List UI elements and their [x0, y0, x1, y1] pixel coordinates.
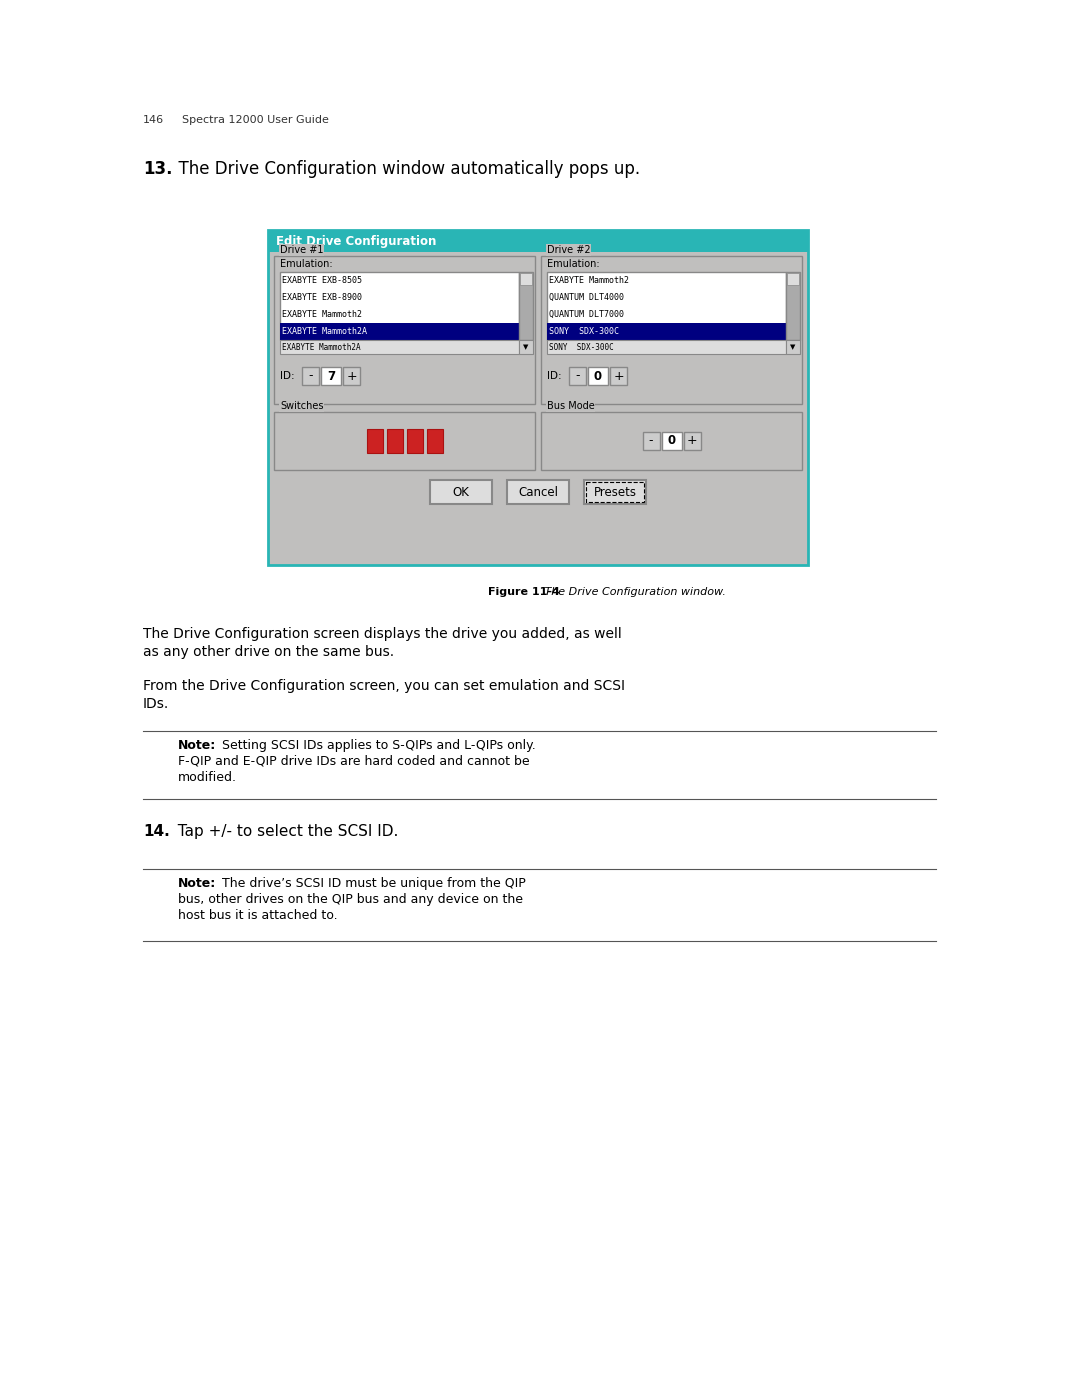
Text: F-QIP and E-QIP drive IDs are hard coded and cannot be: F-QIP and E-QIP drive IDs are hard coded…	[178, 754, 529, 768]
Text: +: +	[347, 369, 356, 383]
Text: The drive’s SCSI ID must be unique from the QIP: The drive’s SCSI ID must be unique from …	[214, 877, 526, 890]
Text: 146: 146	[143, 115, 164, 124]
FancyBboxPatch shape	[268, 231, 808, 564]
Text: Bus Mode: Bus Mode	[546, 401, 595, 411]
Text: bus, other drives on the QIP bus and any device on the: bus, other drives on the QIP bus and any…	[178, 893, 523, 907]
Bar	[406, 429, 422, 453]
Text: ▼: ▼	[791, 344, 796, 351]
Bar	[507, 481, 569, 504]
Bar	[366, 429, 382, 453]
Bar	[546, 323, 786, 339]
Text: Edit Drive Configuration: Edit Drive Configuration	[276, 235, 436, 247]
Bar	[786, 272, 800, 339]
Text: From the Drive Configuration screen, you can set emulation and SCSI: From the Drive Configuration screen, you…	[143, 679, 625, 693]
Text: IDs.: IDs.	[143, 697, 170, 711]
Text: QUANTUM DLT7000: QUANTUM DLT7000	[549, 310, 624, 319]
Text: -: -	[576, 369, 580, 383]
Text: +: +	[687, 434, 698, 447]
Text: Drive #1: Drive #1	[280, 244, 324, 256]
Bar	[610, 367, 627, 386]
Text: ID:: ID:	[280, 372, 295, 381]
Bar	[430, 481, 492, 504]
Text: The Drive Configuration window.: The Drive Configuration window.	[534, 587, 726, 597]
Text: Presets: Presets	[594, 486, 636, 499]
Bar	[684, 432, 701, 450]
Text: The Drive Configuration window automatically pops up.: The Drive Configuration window automatic…	[168, 161, 640, 177]
Text: EXABYTE Mammoth2: EXABYTE Mammoth2	[549, 277, 629, 285]
Bar	[541, 256, 802, 404]
Text: Spectra 12000 User Guide: Spectra 12000 User Guide	[183, 115, 329, 124]
Text: SONY  SDX-300C: SONY SDX-300C	[549, 342, 613, 352]
Text: Emulation:: Emulation:	[280, 258, 333, 270]
Text: Drive #2: Drive #2	[546, 244, 591, 256]
Bar	[546, 339, 786, 353]
Text: 13.: 13.	[143, 161, 173, 177]
Bar	[584, 481, 646, 504]
Bar	[787, 272, 799, 285]
Bar	[546, 272, 786, 339]
Text: 7: 7	[327, 369, 335, 383]
Bar	[387, 429, 403, 453]
Text: ▼: ▼	[524, 344, 529, 351]
Bar	[586, 482, 644, 502]
Text: 0: 0	[594, 369, 602, 383]
Text: EXABYTE Mammoth2A: EXABYTE Mammoth2A	[282, 342, 361, 352]
Bar	[519, 272, 532, 285]
Text: Setting SCSI IDs applies to S-QIPs and L-QIPs only.: Setting SCSI IDs applies to S-QIPs and L…	[214, 739, 536, 752]
Text: host bus it is attached to.: host bus it is attached to.	[178, 909, 338, 922]
Text: as any other drive on the same bus.: as any other drive on the same bus.	[143, 645, 394, 659]
Text: -: -	[649, 434, 653, 447]
Bar	[541, 412, 802, 469]
Bar	[268, 231, 808, 251]
Bar	[643, 432, 660, 450]
Text: ID:: ID:	[546, 372, 562, 381]
Text: The Drive Configuration screen displays the drive you added, as well: The Drive Configuration screen displays …	[143, 627, 622, 641]
Text: -: -	[308, 369, 313, 383]
Bar	[427, 429, 443, 453]
Text: 0: 0	[667, 434, 676, 447]
Text: Note:: Note:	[178, 739, 216, 752]
Text: EXABYTE Mammoth2: EXABYTE Mammoth2	[282, 310, 362, 319]
Text: +: +	[613, 369, 624, 383]
Bar	[786, 339, 800, 353]
Bar	[661, 432, 681, 450]
Text: SONY  SDX-300C: SONY SDX-300C	[549, 327, 619, 337]
Bar	[519, 339, 534, 353]
Text: Tap +/- to select the SCSI ID.: Tap +/- to select the SCSI ID.	[168, 824, 399, 840]
Bar	[588, 367, 608, 386]
Text: modified.: modified.	[178, 771, 237, 784]
Bar	[280, 339, 519, 353]
Text: 14.: 14.	[143, 824, 170, 840]
Text: QUANTUM DLT4000: QUANTUM DLT4000	[549, 293, 624, 302]
Text: Emulation:: Emulation:	[546, 258, 599, 270]
Text: OK: OK	[453, 486, 470, 499]
Text: Cancel: Cancel	[518, 486, 558, 499]
Bar	[280, 272, 519, 339]
Text: EXABYTE EXB-8900: EXABYTE EXB-8900	[282, 293, 362, 302]
Bar	[321, 367, 341, 386]
Text: Figure 11-4: Figure 11-4	[488, 587, 559, 597]
Text: EXABYTE EXB-8505: EXABYTE EXB-8505	[282, 277, 362, 285]
Bar	[519, 272, 534, 339]
Bar	[274, 256, 535, 404]
Bar	[274, 412, 535, 469]
Text: Note:: Note:	[178, 877, 216, 890]
Text: Switches: Switches	[280, 401, 324, 411]
Bar	[569, 367, 586, 386]
Bar	[343, 367, 360, 386]
Text: EXABYTE Mammoth2A: EXABYTE Mammoth2A	[282, 327, 367, 337]
Bar	[280, 323, 519, 339]
Bar	[302, 367, 319, 386]
